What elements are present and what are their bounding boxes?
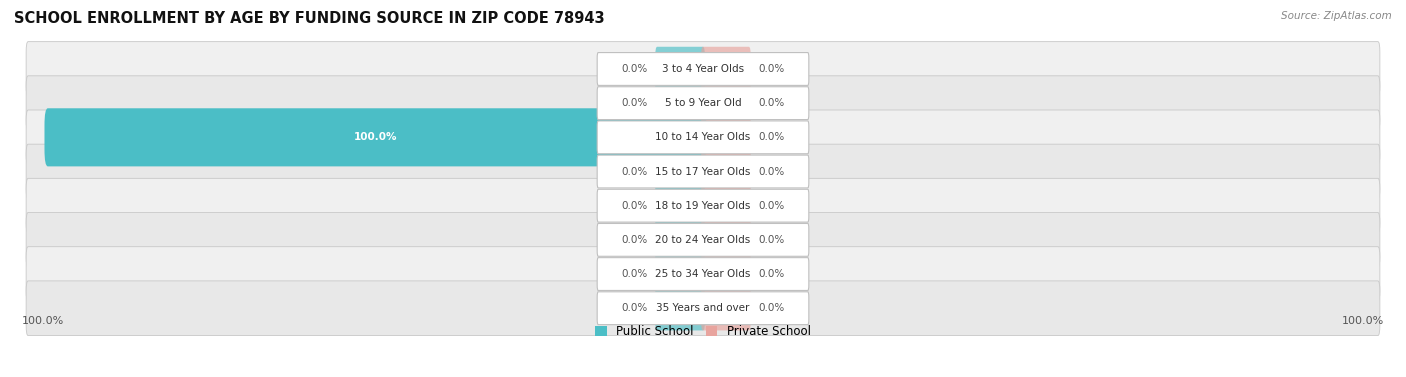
FancyBboxPatch shape xyxy=(598,52,808,85)
FancyBboxPatch shape xyxy=(702,252,751,296)
FancyBboxPatch shape xyxy=(702,218,751,262)
Text: 3 to 4 Year Olds: 3 to 4 Year Olds xyxy=(662,64,744,74)
FancyBboxPatch shape xyxy=(27,247,1379,301)
Text: 18 to 19 Year Olds: 18 to 19 Year Olds xyxy=(655,201,751,211)
FancyBboxPatch shape xyxy=(655,81,704,126)
FancyBboxPatch shape xyxy=(598,121,808,154)
Text: SCHOOL ENROLLMENT BY AGE BY FUNDING SOURCE IN ZIP CODE 78943: SCHOOL ENROLLMENT BY AGE BY FUNDING SOUR… xyxy=(14,11,605,26)
Text: 0.0%: 0.0% xyxy=(759,132,785,143)
FancyBboxPatch shape xyxy=(702,81,751,126)
FancyBboxPatch shape xyxy=(598,155,808,188)
Text: 100.0%: 100.0% xyxy=(21,316,63,326)
Text: 0.0%: 0.0% xyxy=(759,269,785,279)
FancyBboxPatch shape xyxy=(27,41,1379,96)
FancyBboxPatch shape xyxy=(702,115,751,159)
Text: Source: ZipAtlas.com: Source: ZipAtlas.com xyxy=(1281,11,1392,21)
Text: 0.0%: 0.0% xyxy=(759,98,785,108)
Text: 0.0%: 0.0% xyxy=(759,167,785,176)
FancyBboxPatch shape xyxy=(655,218,704,262)
FancyBboxPatch shape xyxy=(598,189,808,222)
FancyBboxPatch shape xyxy=(27,144,1379,199)
FancyBboxPatch shape xyxy=(655,184,704,228)
Text: 0.0%: 0.0% xyxy=(759,64,785,74)
Text: 100.0%: 100.0% xyxy=(354,132,396,143)
Text: 0.0%: 0.0% xyxy=(621,269,647,279)
FancyBboxPatch shape xyxy=(702,149,751,194)
FancyBboxPatch shape xyxy=(27,178,1379,233)
FancyBboxPatch shape xyxy=(598,87,808,120)
Text: 20 to 24 Year Olds: 20 to 24 Year Olds xyxy=(655,235,751,245)
FancyBboxPatch shape xyxy=(27,213,1379,267)
Text: 100.0%: 100.0% xyxy=(1343,316,1385,326)
FancyBboxPatch shape xyxy=(702,47,751,91)
Legend: Public School, Private School: Public School, Private School xyxy=(591,320,815,342)
Text: 0.0%: 0.0% xyxy=(621,98,647,108)
FancyBboxPatch shape xyxy=(598,257,808,290)
Text: 0.0%: 0.0% xyxy=(759,303,785,313)
Text: 5 to 9 Year Old: 5 to 9 Year Old xyxy=(665,98,741,108)
FancyBboxPatch shape xyxy=(598,292,808,325)
FancyBboxPatch shape xyxy=(655,286,704,331)
Text: 25 to 34 Year Olds: 25 to 34 Year Olds xyxy=(655,269,751,279)
FancyBboxPatch shape xyxy=(702,286,751,331)
FancyBboxPatch shape xyxy=(702,184,751,228)
FancyBboxPatch shape xyxy=(27,110,1379,165)
Text: 0.0%: 0.0% xyxy=(621,167,647,176)
Text: 0.0%: 0.0% xyxy=(621,201,647,211)
FancyBboxPatch shape xyxy=(598,224,808,256)
Text: 0.0%: 0.0% xyxy=(621,303,647,313)
Text: 35 Years and over: 35 Years and over xyxy=(657,303,749,313)
FancyBboxPatch shape xyxy=(27,76,1379,130)
FancyBboxPatch shape xyxy=(655,47,704,91)
FancyBboxPatch shape xyxy=(655,149,704,194)
Text: 0.0%: 0.0% xyxy=(759,201,785,211)
Text: 15 to 17 Year Olds: 15 to 17 Year Olds xyxy=(655,167,751,176)
Text: 0.0%: 0.0% xyxy=(621,235,647,245)
Text: 0.0%: 0.0% xyxy=(759,235,785,245)
FancyBboxPatch shape xyxy=(655,252,704,296)
FancyBboxPatch shape xyxy=(27,281,1379,336)
FancyBboxPatch shape xyxy=(45,108,706,166)
Text: 10 to 14 Year Olds: 10 to 14 Year Olds xyxy=(655,132,751,143)
Text: 0.0%: 0.0% xyxy=(621,64,647,74)
